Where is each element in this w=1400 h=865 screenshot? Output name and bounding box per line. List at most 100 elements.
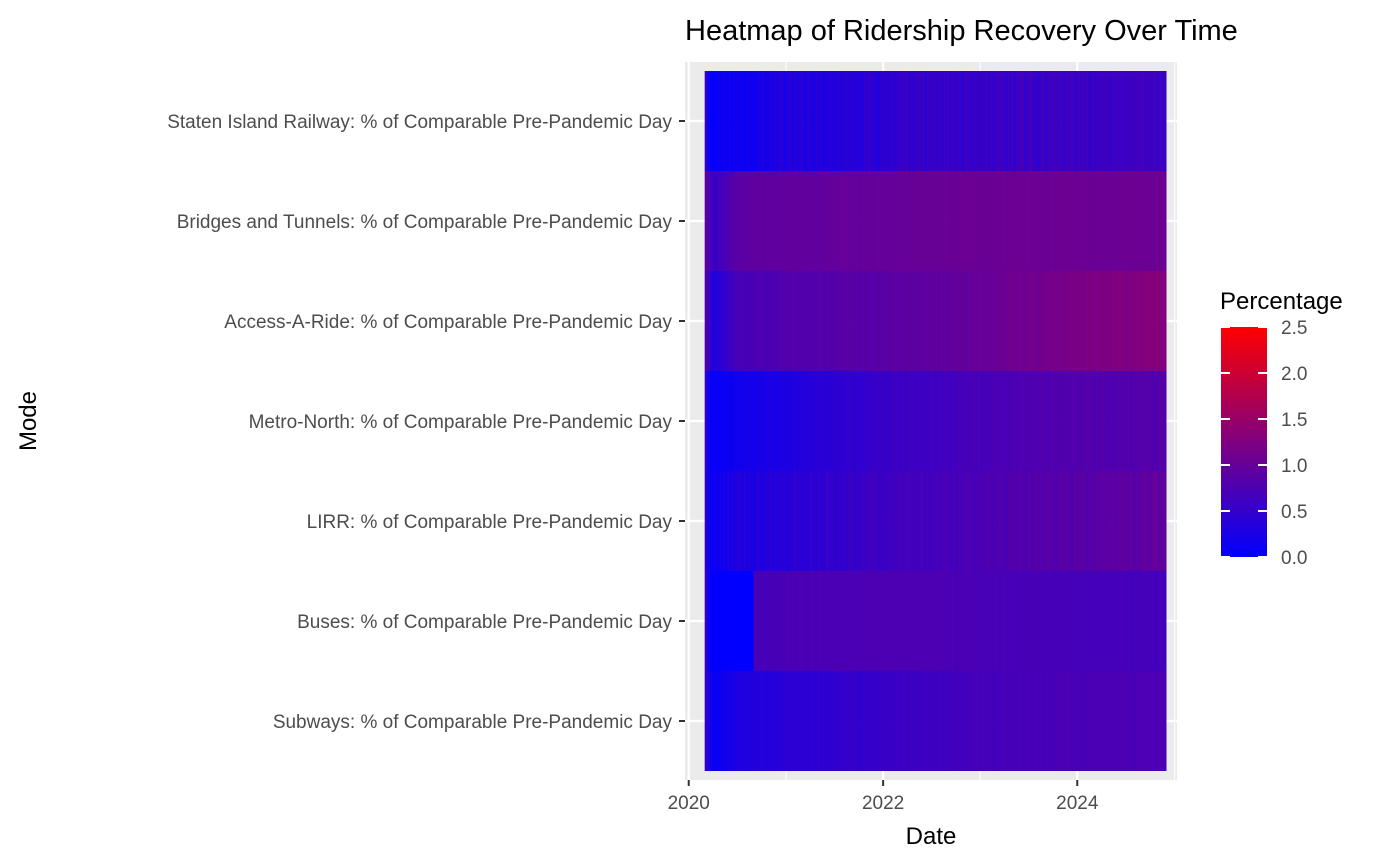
heatmap-tile xyxy=(884,71,886,171)
heatmap-tile xyxy=(1161,71,1163,171)
heatmap-tile xyxy=(1108,271,1111,371)
heatmap-tile xyxy=(972,171,975,271)
heatmap-tile xyxy=(1092,671,1095,771)
heatmap-tile xyxy=(957,571,960,671)
heatmap-tile xyxy=(915,171,917,271)
heatmap-tile xyxy=(1146,571,1148,671)
heatmap-tile xyxy=(980,671,982,771)
heatmap-tile xyxy=(745,71,747,171)
heatmap-tile xyxy=(822,271,825,371)
heatmap-tile xyxy=(914,171,916,271)
heatmap-tile xyxy=(864,271,866,371)
heatmap-tile xyxy=(1081,371,1083,471)
heatmap-tile xyxy=(1123,371,1126,471)
heatmap-tile xyxy=(971,71,974,171)
heatmap-tile xyxy=(841,171,844,271)
heatmap-tile xyxy=(834,171,836,271)
heatmap-tile xyxy=(1157,271,1160,371)
heatmap-tile xyxy=(863,671,865,771)
heatmap-tile xyxy=(1108,71,1111,171)
heatmap-tile xyxy=(1092,571,1095,671)
heatmap-tile xyxy=(899,571,901,671)
heatmap-tile xyxy=(1148,671,1150,771)
heatmap-tile xyxy=(1002,671,1004,771)
heatmap-tile xyxy=(729,471,731,571)
heatmap-tile xyxy=(939,671,942,771)
heatmap-tile xyxy=(881,171,883,271)
heatmap-tile xyxy=(1039,571,1042,671)
heatmap-tile xyxy=(939,471,942,571)
heatmap-tile xyxy=(1132,371,1134,471)
heatmap-tile xyxy=(851,671,853,771)
heatmap-tile xyxy=(813,371,815,471)
heatmap-tile xyxy=(735,371,737,471)
heatmap-tile xyxy=(1075,71,1078,171)
heatmap-tile xyxy=(1015,571,1017,671)
heatmap-tile xyxy=(852,171,855,271)
heatmap-tile xyxy=(912,571,914,671)
heatmap-tile xyxy=(1128,171,1130,271)
heatmap-tile xyxy=(1121,371,1124,471)
heatmap-tile xyxy=(792,471,795,571)
heatmap-tile xyxy=(872,471,875,571)
heatmap-tile xyxy=(954,671,957,771)
heatmap-tile xyxy=(1024,471,1027,571)
heatmap-tile xyxy=(861,471,863,571)
heatmap-tile xyxy=(792,171,795,271)
heatmap-tile xyxy=(1098,271,1100,371)
heatmap-tile xyxy=(1045,371,1047,471)
heatmap-tile xyxy=(717,471,719,571)
heatmap-tile xyxy=(962,171,964,271)
heatmap-tile xyxy=(852,71,855,171)
heatmap-tile xyxy=(775,671,778,771)
heatmap-tile xyxy=(1130,171,1132,271)
heatmap-tile xyxy=(820,471,823,571)
heatmap-tile xyxy=(1163,471,1165,571)
heatmap-tile xyxy=(1155,271,1158,371)
heatmap-tile xyxy=(786,171,789,271)
heatmap-tile xyxy=(725,471,728,571)
heatmap-tile xyxy=(1097,171,1099,271)
heatmap-tile xyxy=(1159,171,1162,271)
heatmap-tile xyxy=(1101,571,1103,671)
heatmap-tile xyxy=(962,471,964,571)
heatmap-tile xyxy=(988,371,991,471)
heatmap-tile xyxy=(1074,671,1077,771)
heatmap-tile xyxy=(922,71,925,171)
heatmap-tile xyxy=(787,171,790,271)
heatmap-tile xyxy=(866,371,868,471)
heatmap-tile xyxy=(1142,571,1145,671)
heatmap-tile xyxy=(959,571,962,671)
heatmap-tile xyxy=(819,171,822,271)
heatmap-tile xyxy=(777,271,779,371)
heatmap-tile xyxy=(731,671,733,771)
heatmap-tile xyxy=(1106,71,1109,171)
heatmap-tile xyxy=(1078,271,1080,371)
heatmap-tile xyxy=(1080,571,1082,671)
heatmap-tile xyxy=(1053,671,1056,771)
heatmap-tile xyxy=(1097,271,1099,371)
heatmap-tile xyxy=(844,671,846,771)
heatmap-tile xyxy=(796,371,798,471)
heatmap-tile xyxy=(761,671,763,771)
heatmap-tile xyxy=(898,671,900,771)
heatmap-tile xyxy=(1108,171,1111,271)
heatmap-tile xyxy=(1090,671,1093,771)
heatmap-tile xyxy=(1149,371,1151,471)
heatmap-tile xyxy=(878,71,880,171)
heatmap-tile xyxy=(1153,471,1156,571)
heatmap-tile xyxy=(1023,271,1026,371)
heatmap-tile xyxy=(1130,671,1132,771)
heatmap-tile xyxy=(1136,471,1139,571)
heatmap-tile xyxy=(913,271,915,371)
heatmap-tile xyxy=(952,271,954,371)
heatmap-tile xyxy=(1086,71,1089,171)
heatmap-tile xyxy=(1125,671,1128,771)
heatmap-tile xyxy=(1048,671,1050,771)
heatmap-tile xyxy=(773,171,776,271)
heatmap-tile xyxy=(825,171,828,271)
heatmap-tile xyxy=(797,471,799,571)
heatmap-tile xyxy=(882,271,884,371)
heatmap-tile xyxy=(886,271,889,371)
heatmap-tile xyxy=(1127,271,1129,371)
